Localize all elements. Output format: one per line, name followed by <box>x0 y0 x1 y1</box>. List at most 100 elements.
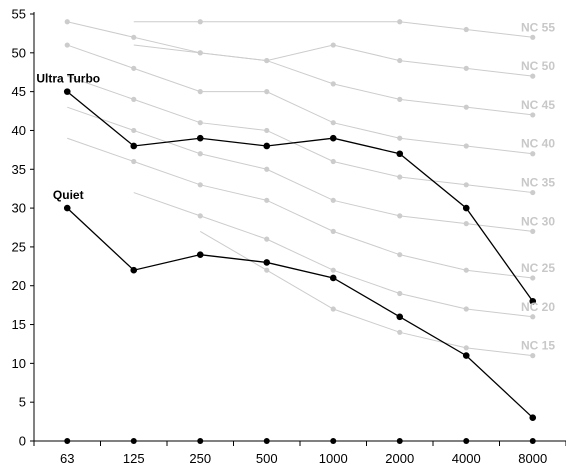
x-tick-label: 125 <box>123 451 145 466</box>
reference-curve-line <box>67 75 533 194</box>
axes: 0 5 10 15 20 25 30 35 40 45 50 55 63 125 250 500 1000 200… <box>12 7 566 466</box>
reference-curve-line <box>67 21 533 116</box>
reference-point <box>264 236 270 242</box>
reference-curve-nc-55 <box>133 19 536 40</box>
series-line <box>66 207 534 419</box>
reference-point <box>530 112 536 118</box>
reference-curve-line <box>67 44 533 155</box>
reference-point <box>463 306 469 312</box>
reference-point <box>530 275 536 281</box>
reference-point <box>530 151 536 157</box>
reference-point <box>264 89 270 95</box>
reference-curve-label: NC 50 <box>521 59 555 73</box>
reference-point <box>197 182 203 188</box>
y-tick-label: 25 <box>12 239 26 254</box>
x-tick-label: 1000 <box>319 451 348 466</box>
reference-curve-label: NC 25 <box>521 261 555 275</box>
reference-curve-nc-35 <box>67 75 536 196</box>
series-point <box>529 297 537 305</box>
baseline-marker <box>263 438 270 444</box>
y-tick-label: 0 <box>19 434 26 449</box>
reference-point <box>330 267 336 273</box>
reference-point <box>397 252 403 258</box>
x-tick-label: 500 <box>256 451 278 466</box>
reference-point <box>197 19 203 25</box>
y-tick-label: 50 <box>12 45 26 60</box>
reference-point <box>197 213 203 219</box>
baseline-marker <box>396 438 403 444</box>
baseline-marker <box>64 438 71 444</box>
reference-point <box>264 166 270 172</box>
series-point <box>529 414 537 422</box>
reference-point <box>264 197 270 203</box>
reference-point <box>530 353 536 359</box>
baseline-marker <box>130 438 137 444</box>
reference-point <box>64 42 70 48</box>
reference-point <box>397 96 403 102</box>
reference-point <box>131 158 137 165</box>
reference-curve-nc-25 <box>67 137 536 281</box>
reference-point <box>131 65 137 71</box>
series-point <box>329 134 337 142</box>
reference-point <box>330 158 336 165</box>
reference-point <box>530 314 536 320</box>
series-line <box>66 91 534 302</box>
data-series <box>63 88 537 444</box>
series-point <box>462 352 470 359</box>
reference-curve-line <box>133 21 533 38</box>
series-point <box>329 274 337 282</box>
reference-curve-label: NC 20 <box>521 300 555 314</box>
labels: NC 55 NC 50 NC 45 NC 40 NC 35 NC 30 NC 25 NC 20… <box>36 20 555 352</box>
reference-point <box>463 221 469 227</box>
reference-curve-label: NC 15 <box>521 339 555 353</box>
reference-point <box>330 306 336 312</box>
y-tick-label: 5 <box>19 395 26 410</box>
baseline-marker <box>330 438 337 444</box>
series-point <box>263 142 271 150</box>
series-quiet <box>63 204 537 422</box>
series-point <box>396 150 404 158</box>
series-label-ultra-turbo: Ultra Turbo <box>36 72 100 86</box>
reference-point <box>397 57 403 64</box>
series-point <box>130 266 138 274</box>
y-tick-label: 55 <box>12 7 26 22</box>
series-point <box>63 88 71 95</box>
reference-point <box>64 19 70 25</box>
reference-curve-label: NC 30 <box>521 214 555 228</box>
reference-point <box>463 65 469 71</box>
reference-point <box>330 42 336 48</box>
series-ultra-turbo <box>63 88 537 305</box>
y-tick-label: 20 <box>12 278 26 293</box>
reference-point <box>397 329 403 335</box>
reference-curve-line <box>133 44 533 77</box>
series-point <box>130 142 138 150</box>
reference-point <box>397 174 403 180</box>
x-tick-label: 2000 <box>385 451 414 466</box>
reference-point <box>264 267 270 273</box>
nc-reference-curves <box>64 19 536 359</box>
reference-point <box>463 26 469 33</box>
reference-curve-nc-50 <box>133 42 536 79</box>
y-tick-label: 45 <box>12 84 26 99</box>
series-point <box>196 251 204 258</box>
series-point <box>396 313 404 321</box>
reference-point <box>330 81 336 87</box>
reference-point <box>530 34 536 40</box>
reference-curve-label: NC 35 <box>521 176 555 190</box>
x-tick-label: 4000 <box>452 451 481 466</box>
reference-point <box>530 228 536 234</box>
series-point <box>196 134 204 142</box>
series-point <box>263 259 271 266</box>
reference-point <box>131 96 137 102</box>
y-tick-label: 35 <box>12 162 26 177</box>
reference-point <box>197 120 203 126</box>
reference-curve-nc-45 <box>64 19 536 118</box>
reference-curve-line <box>67 137 533 279</box>
reference-point <box>397 290 403 297</box>
reference-point <box>197 50 203 56</box>
y-tick-label: 40 <box>12 123 26 138</box>
reference-curve-label: NC 45 <box>521 98 555 112</box>
x-tick-label: 250 <box>189 451 211 466</box>
reference-curve-label: NC 40 <box>521 137 555 151</box>
